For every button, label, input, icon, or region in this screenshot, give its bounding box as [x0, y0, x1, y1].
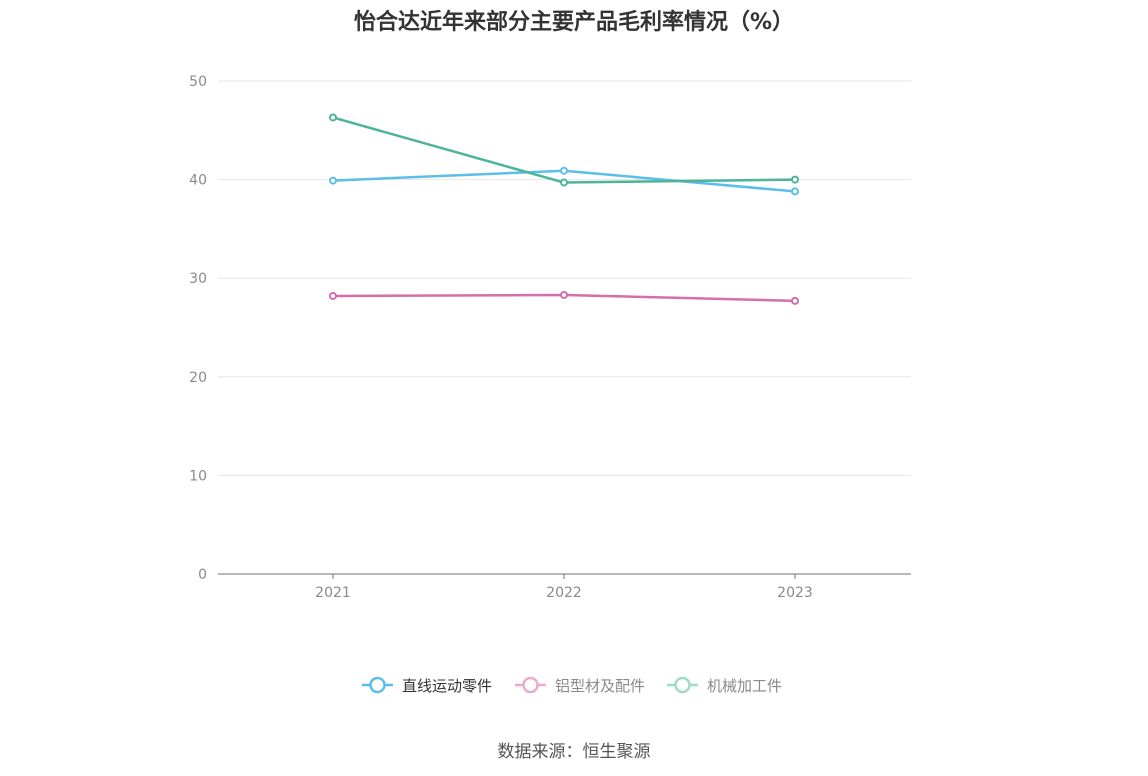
data-point[interactable] [791, 175, 799, 184]
legend-item[interactable]: 铝型材及配件 [515, 676, 645, 695]
legend-item[interactable]: 机械加工件 [667, 676, 782, 695]
legend-label: 机械加工件 [707, 677, 782, 695]
legend-marker [674, 676, 691, 694]
data-point[interactable] [329, 291, 337, 300]
data-point[interactable] [560, 166, 568, 175]
chart-title: 怡合达近年来部分主要产品毛利率情况（%） [353, 10, 795, 35]
series-3 [329, 113, 799, 187]
y-tick-label: 20 [189, 370, 207, 386]
x-tick-label: 2023 [777, 585, 813, 601]
legend-item[interactable]: 直线运动零件 [362, 676, 492, 695]
y-axis: 0 10 20 30 40 50 [189, 74, 207, 583]
x-tick-label: 2021 [315, 585, 351, 601]
data-point[interactable] [329, 113, 337, 122]
legend-label: 铝型材及配件 [555, 677, 645, 695]
series-1 [329, 166, 799, 196]
data-point[interactable] [329, 176, 337, 185]
y-tick-label: 0 [198, 567, 207, 583]
series-2 [329, 290, 799, 305]
series-group [329, 113, 799, 305]
data-point[interactable] [560, 290, 568, 299]
legend-label: 直线运动零件 [402, 677, 492, 695]
y-tick-label: 10 [189, 468, 207, 484]
data-point[interactable] [791, 296, 799, 305]
data-source: 数据来源：恒生聚源 [497, 742, 651, 762]
y-tick-label: 30 [189, 271, 207, 287]
x-axis: 2021 2022 2023 [218, 573, 911, 601]
y-tick-label: 50 [189, 74, 207, 90]
grid-lines [218, 80, 911, 476]
legend-marker [369, 676, 386, 694]
y-tick-label: 40 [189, 173, 207, 189]
legend[interactable]: 直线运动零件 铝型材及配件 机械加工件 [362, 676, 782, 695]
data-point[interactable] [560, 178, 568, 187]
data-point[interactable] [791, 187, 799, 196]
x-tick-label: 2022 [546, 585, 582, 601]
legend-marker [522, 676, 539, 694]
